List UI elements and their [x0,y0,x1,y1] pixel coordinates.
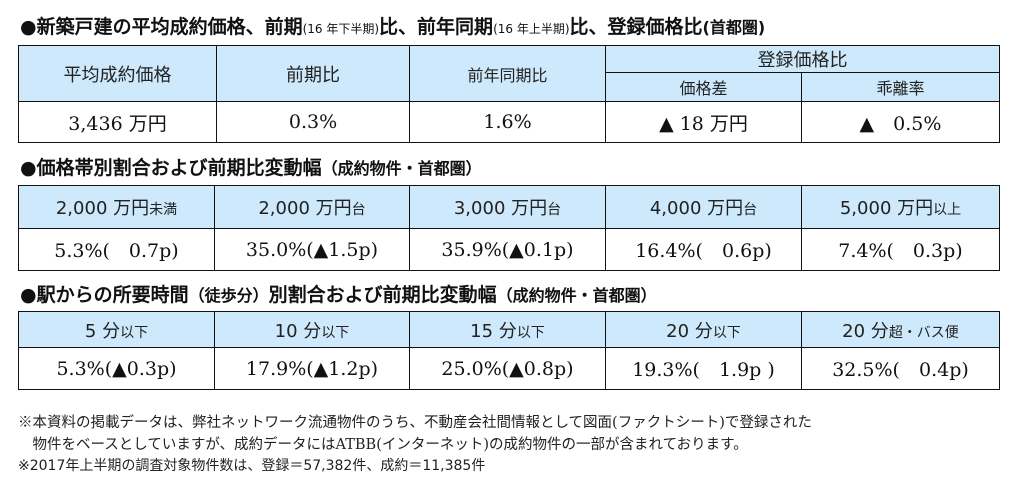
header-listing-ratio: 登録価格比 [605,45,1000,73]
header-num: 3,000 万円 [453,198,548,219]
header-walk-time-0: 5 分以下 [18,311,215,348]
header-suffix: 超・バス便 [888,324,959,341]
section1-title-mid: 比、前年同期 [379,16,494,38]
header-num: 20 分 [842,320,889,342]
header-suffix: 未満 [149,202,178,218]
value-price-band-2: 35.9%(▲0.1p) [409,228,606,271]
section1-title-sub2: (16 年上半期) [493,22,570,36]
section2-title-paren: （成約物件・首都圏） [321,159,482,178]
header-num: 2,000 万円 [258,198,352,219]
note-line-3: ※2017年上半期の調査対象物件数は、登録＝57,382件、成約＝11,385件 [18,458,486,474]
header-walk-time-4: 20 分超・バス便 [801,311,1000,348]
header-divergence: 乖離率 [801,72,1000,102]
section1-title-paren: (首都圏) [702,18,766,37]
header-num: 2,000 万円 [55,198,150,219]
header-price-band-0: 2,000 万円未満 [18,185,215,229]
header-walk-time-2: 15 分以下 [409,311,606,348]
section3-title-mid: 別割合および前期比変動幅 [268,284,497,306]
header-avg-price: 平均成約価格 [18,45,217,102]
note-line-2: 物件をベースとしていますが、成約データにはATBB(インターネット)の成約物件の… [18,437,748,453]
header-num: 5,000 万円 [839,198,934,219]
header-walk-time-1: 10 分以下 [214,311,410,348]
section2-title: ●価格帯別割合および前期比変動幅（成約物件・首都圏） [20,153,482,180]
header-num: 15 分 [470,320,517,342]
value-walk-time-0: 5.3%(▲0.3p) [18,347,215,390]
header-num: 4,000 万円 [649,198,744,219]
header-suffix: 台 [547,202,562,218]
section3-title-paren: （成約物件・首都圏） [496,286,657,305]
value-price-diff: ▲ 18 万円 [605,101,802,143]
header-price-band-2: 3,000 万円台 [409,185,606,229]
value-divergence: ▲ 0.5% [801,101,1000,143]
value-walk-time-1: 17.9%(▲1.2p) [214,347,410,390]
value-walk-time-4: 32.5%( 0.4p) [801,347,1000,390]
section1-title: ●新築戸建の平均成約価格、前期(16 年下半期)比、前年同期(16 年上半期)比… [20,12,765,39]
section3-title-walk: （徒歩分） [188,286,269,305]
header-suffix: 台 [351,202,366,218]
header-suffix: 以下 [516,324,545,341]
value-price-band-4: 7.4%( 0.3p) [801,228,1000,271]
walk-time-table: 5 分以下 10 分以下 15 分以下 20 分以下 20 分超・バス便 5.3… [18,311,1000,390]
header-num: 20 分 [666,320,713,342]
value-price-band-0: 5.3%( 0.7p) [18,228,215,271]
section3-title: ●駅からの所要時間（徒歩分）別割合および前期比変動幅（成約物件・首都圏） [20,280,657,307]
header-price-band-3: 4,000 万円台 [605,185,802,229]
value-avg-price: 3,436 万円 [18,101,217,143]
value-price-band-1: 35.0%(▲1.5p) [214,228,410,271]
header-suffix: 以下 [712,324,741,341]
header-price-band-4: 5,000 万円以上 [801,185,1000,229]
header-price-band-1: 2,000 万円台 [214,185,410,229]
header-num: 10 分 [274,320,322,342]
header-suffix: 台 [743,202,758,218]
header-prev-period: 前期比 [216,45,410,102]
header-suffix: 以下 [321,324,350,341]
note-line-1: ※本資料の掲載データは、弊社ネットワーク流通物件のうち、不動産会社間情報として図… [18,415,812,431]
value-walk-time-3: 19.3%( 1.9p ) [605,347,802,390]
section1-title-end: 比、登録価格比 [569,16,703,38]
header-walk-time-3: 20 分以下 [605,311,802,348]
price-band-table: 2,000 万円未満 2,000 万円台 3,000 万円台 4,000 万円台… [18,185,1000,271]
value-walk-time-2: 25.0%(▲0.8p) [409,347,606,390]
header-prev-year: 前年同期比 [409,45,606,102]
header-suffix: 以上 [933,202,962,218]
value-price-band-3: 16.4%( 0.6p) [605,228,802,271]
section1-title-main: ●新築戸建の平均成約価格、前期 [20,16,303,38]
header-suffix: 以下 [120,324,149,341]
header-price-diff: 価格差 [605,72,802,102]
section1-title-sub1: (16 年下半期) [302,22,380,36]
avg-price-table: 平均成約価格 前期比 前年同期比 登録価格比 価格差 乖離率 3,436 万円 … [18,45,1000,143]
section2-title-main: ●価格帯別割合および前期比変動幅 [20,157,322,179]
value-prev-year: 1.6% [409,101,606,143]
section3-title-main: ●駅からの所要時間 [20,284,189,306]
value-prev-period: 0.3% [216,101,410,143]
header-num: 5 分 [84,320,121,342]
